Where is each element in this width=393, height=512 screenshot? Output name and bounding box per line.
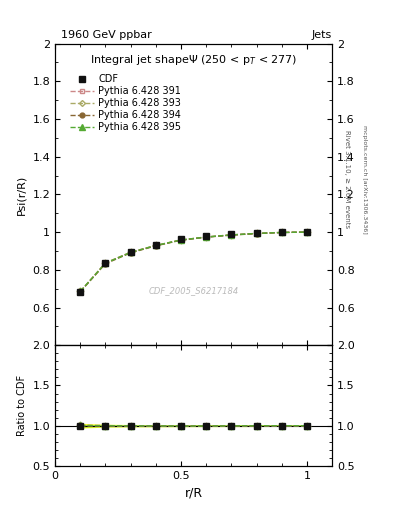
Legend: CDF, Pythia 6.428 391, Pythia 6.428 393, Pythia 6.428 394, Pythia 6.428 395: CDF, Pythia 6.428 391, Pythia 6.428 393,… [68, 73, 183, 134]
Text: mcplots.cern.ch [arXiv:1306.3436]: mcplots.cern.ch [arXiv:1306.3436] [362, 125, 367, 233]
Text: CDF_2005_S6217184: CDF_2005_S6217184 [149, 286, 239, 295]
Text: Rivet 3.1.10, ≥ 2.6M events: Rivet 3.1.10, ≥ 2.6M events [344, 130, 350, 228]
Y-axis label: Ratio to CDF: Ratio to CDF [17, 375, 27, 436]
Text: 1960 GeV ppbar: 1960 GeV ppbar [61, 30, 152, 40]
Text: Jets: Jets [312, 30, 332, 40]
X-axis label: r/R: r/R [184, 486, 203, 499]
Text: Integral jet shape$\Psi$ (250 < p$_T$ < 277): Integral jet shape$\Psi$ (250 < p$_T$ < … [90, 53, 297, 67]
Y-axis label: Psi(r/R): Psi(r/R) [17, 174, 27, 215]
